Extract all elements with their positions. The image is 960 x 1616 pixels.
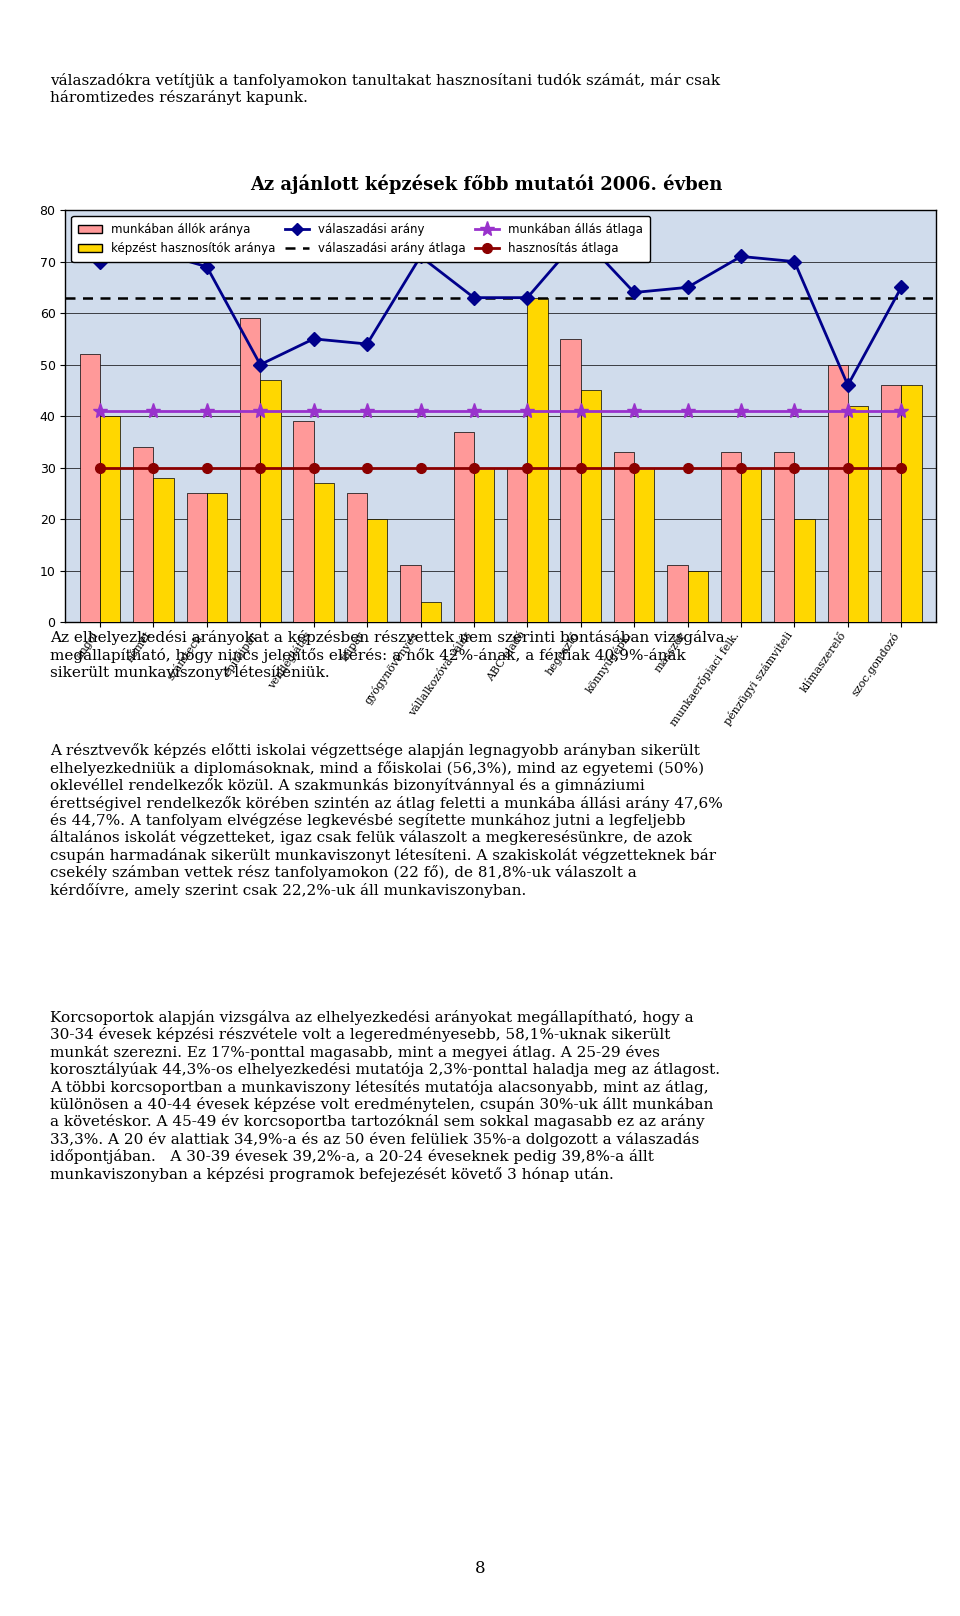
Bar [828, 365, 848, 622]
Bar [186, 493, 206, 622]
Text: A résztvevők képzés előtti iskolai végzettsége alapján legnagyobb arányban siker: A résztvevők képzés előtti iskolai végze… [50, 743, 723, 897]
Text: Baranya megye: Baranya megye [800, 19, 948, 37]
Bar [561, 339, 581, 622]
Bar [901, 385, 922, 622]
Bar [367, 519, 388, 622]
Bar [100, 415, 120, 622]
Bar [294, 422, 314, 622]
Bar [347, 493, 367, 622]
Bar [881, 385, 901, 622]
Text: Korcsoportok alapján vizsgálva az elhelyezkedési arányokat megállapítható, hogy : Korcsoportok alapján vizsgálva az elhely… [50, 1010, 720, 1181]
Text: 8: 8 [474, 1559, 486, 1577]
Bar [687, 570, 708, 622]
Bar [581, 391, 601, 622]
Bar [133, 448, 154, 622]
Bar [774, 452, 795, 622]
Bar [80, 354, 100, 622]
Bar [667, 566, 687, 622]
Text: Aktív eszközök hatékonyságának vizsgálata 2006. év: Aktív eszközök hatékonyságának vizsgálat… [12, 19, 521, 37]
Bar [613, 452, 635, 622]
Bar [741, 467, 761, 622]
Text: válaszadókra vetítjük a tanfolyamokon tanultakat hasznosítani tudók számát, már : válaszadókra vetítjük a tanfolyamokon ta… [50, 73, 720, 105]
Bar [400, 566, 420, 622]
Bar [721, 452, 741, 622]
Bar [507, 467, 527, 622]
Bar [240, 318, 260, 622]
Bar [314, 483, 334, 622]
Text: Az ajánlott képzések főbb mutatói 2006. évben: Az ajánlott képzések főbb mutatói 2006. … [251, 175, 723, 194]
Bar [635, 467, 655, 622]
Bar [848, 406, 868, 622]
Bar [260, 380, 280, 622]
Bar [420, 601, 441, 622]
Bar [206, 493, 228, 622]
Bar [154, 478, 174, 622]
Text: Az elhelyezkedési arányokat a képzésben részvettek nem szerinti bontásában vizsg: Az elhelyezkedési arányokat a képzésben … [50, 630, 725, 680]
Bar [454, 431, 474, 622]
Bar [795, 519, 815, 622]
Bar [474, 467, 494, 622]
Bar [527, 297, 547, 622]
Legend: munkában állók aránya, képzést hasznosítók aránya, válaszadási arány, válaszadás: munkában állók aránya, képzést hasznosít… [71, 217, 650, 262]
